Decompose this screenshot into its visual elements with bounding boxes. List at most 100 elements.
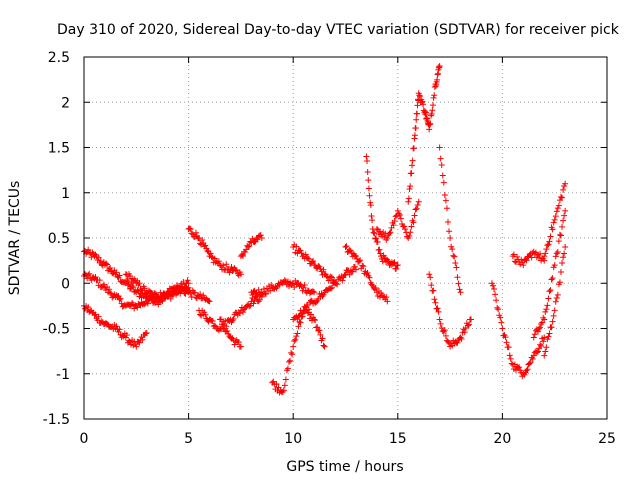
data-point xyxy=(311,289,318,296)
data-point xyxy=(406,233,413,240)
data-point xyxy=(304,310,311,317)
data-point xyxy=(544,302,551,309)
data-point xyxy=(537,250,544,257)
data-point xyxy=(257,232,264,239)
data-point xyxy=(315,327,322,334)
data-point xyxy=(299,287,306,294)
data-point xyxy=(202,311,209,318)
data-point xyxy=(409,162,416,169)
data-point xyxy=(540,338,547,345)
data-point xyxy=(320,342,327,349)
data-point xyxy=(546,330,553,337)
y-tick-label: 1 xyxy=(61,186,70,202)
data-point xyxy=(254,236,261,243)
data-point xyxy=(546,238,553,245)
data-point xyxy=(434,305,441,312)
data-point xyxy=(320,266,327,273)
data-point xyxy=(394,207,401,214)
data-point xyxy=(223,261,230,268)
data-point xyxy=(498,319,505,326)
data-point xyxy=(304,255,311,262)
data-point xyxy=(505,344,512,351)
data-point xyxy=(461,329,468,336)
data-point xyxy=(551,216,558,223)
data-point xyxy=(530,334,537,341)
data-point xyxy=(286,358,293,365)
data-point xyxy=(365,185,372,192)
data-point xyxy=(290,343,297,350)
data-point xyxy=(553,208,560,215)
series-arc-20 xyxy=(488,280,548,380)
data-point xyxy=(197,291,204,298)
data-point xyxy=(384,235,391,241)
series-arc-3 xyxy=(81,302,150,350)
data-point xyxy=(102,260,109,267)
data-point xyxy=(412,125,419,132)
data-point xyxy=(260,286,267,293)
data-point xyxy=(538,343,545,350)
data-point xyxy=(302,251,309,258)
data-point xyxy=(406,185,413,192)
data-point xyxy=(447,235,454,241)
data-point xyxy=(352,253,359,260)
data-point xyxy=(298,311,305,318)
data-point xyxy=(246,303,253,310)
data-point xyxy=(281,382,288,389)
data-point xyxy=(311,316,318,323)
data-point xyxy=(432,299,439,306)
data-point xyxy=(357,257,364,264)
data-point xyxy=(508,360,515,367)
data-point xyxy=(374,239,381,246)
data-point xyxy=(395,210,402,217)
data-point xyxy=(247,302,254,309)
series-arc-24 xyxy=(541,244,569,359)
series-arc-22 xyxy=(530,207,569,341)
data-point xyxy=(207,250,214,257)
data-point xyxy=(86,270,93,277)
data-point xyxy=(413,116,420,123)
data-point xyxy=(397,215,404,222)
data-point xyxy=(370,229,377,236)
data-point xyxy=(537,341,544,348)
data-point xyxy=(553,294,560,301)
data-point xyxy=(351,263,358,270)
data-point xyxy=(489,282,496,289)
data-point xyxy=(411,212,418,219)
data-point xyxy=(186,225,193,232)
data-point xyxy=(379,258,386,265)
data-point xyxy=(191,289,198,296)
data-point xyxy=(221,325,228,332)
y-tick-label: -0.5 xyxy=(43,322,70,338)
data-point xyxy=(440,179,447,186)
x-tick-label: 0 xyxy=(80,431,89,447)
data-point xyxy=(215,258,222,265)
data-point xyxy=(456,286,463,293)
data-point xyxy=(380,252,387,259)
series-arc-13 xyxy=(290,241,339,287)
data-point xyxy=(454,274,461,281)
data-point xyxy=(410,145,417,152)
series-arc-6 xyxy=(196,291,265,334)
data-point xyxy=(369,217,376,224)
data-point xyxy=(392,213,399,220)
data-point xyxy=(494,304,501,311)
data-point xyxy=(346,271,353,278)
data-point xyxy=(300,307,307,314)
data-point xyxy=(377,228,384,235)
data-point xyxy=(281,277,288,284)
data-point xyxy=(441,327,448,334)
data-point xyxy=(531,331,538,338)
data-point xyxy=(493,297,500,304)
data-point xyxy=(551,262,558,269)
data-point xyxy=(95,254,102,261)
data-point xyxy=(123,332,130,339)
data-point xyxy=(330,277,337,284)
y-tick-label: 0 xyxy=(61,276,70,292)
data-point xyxy=(204,247,211,254)
data-point xyxy=(391,259,398,266)
data-point xyxy=(555,202,562,209)
data-point xyxy=(410,219,417,226)
data-point xyxy=(373,225,380,232)
data-point xyxy=(552,253,559,260)
data-point xyxy=(453,264,460,271)
